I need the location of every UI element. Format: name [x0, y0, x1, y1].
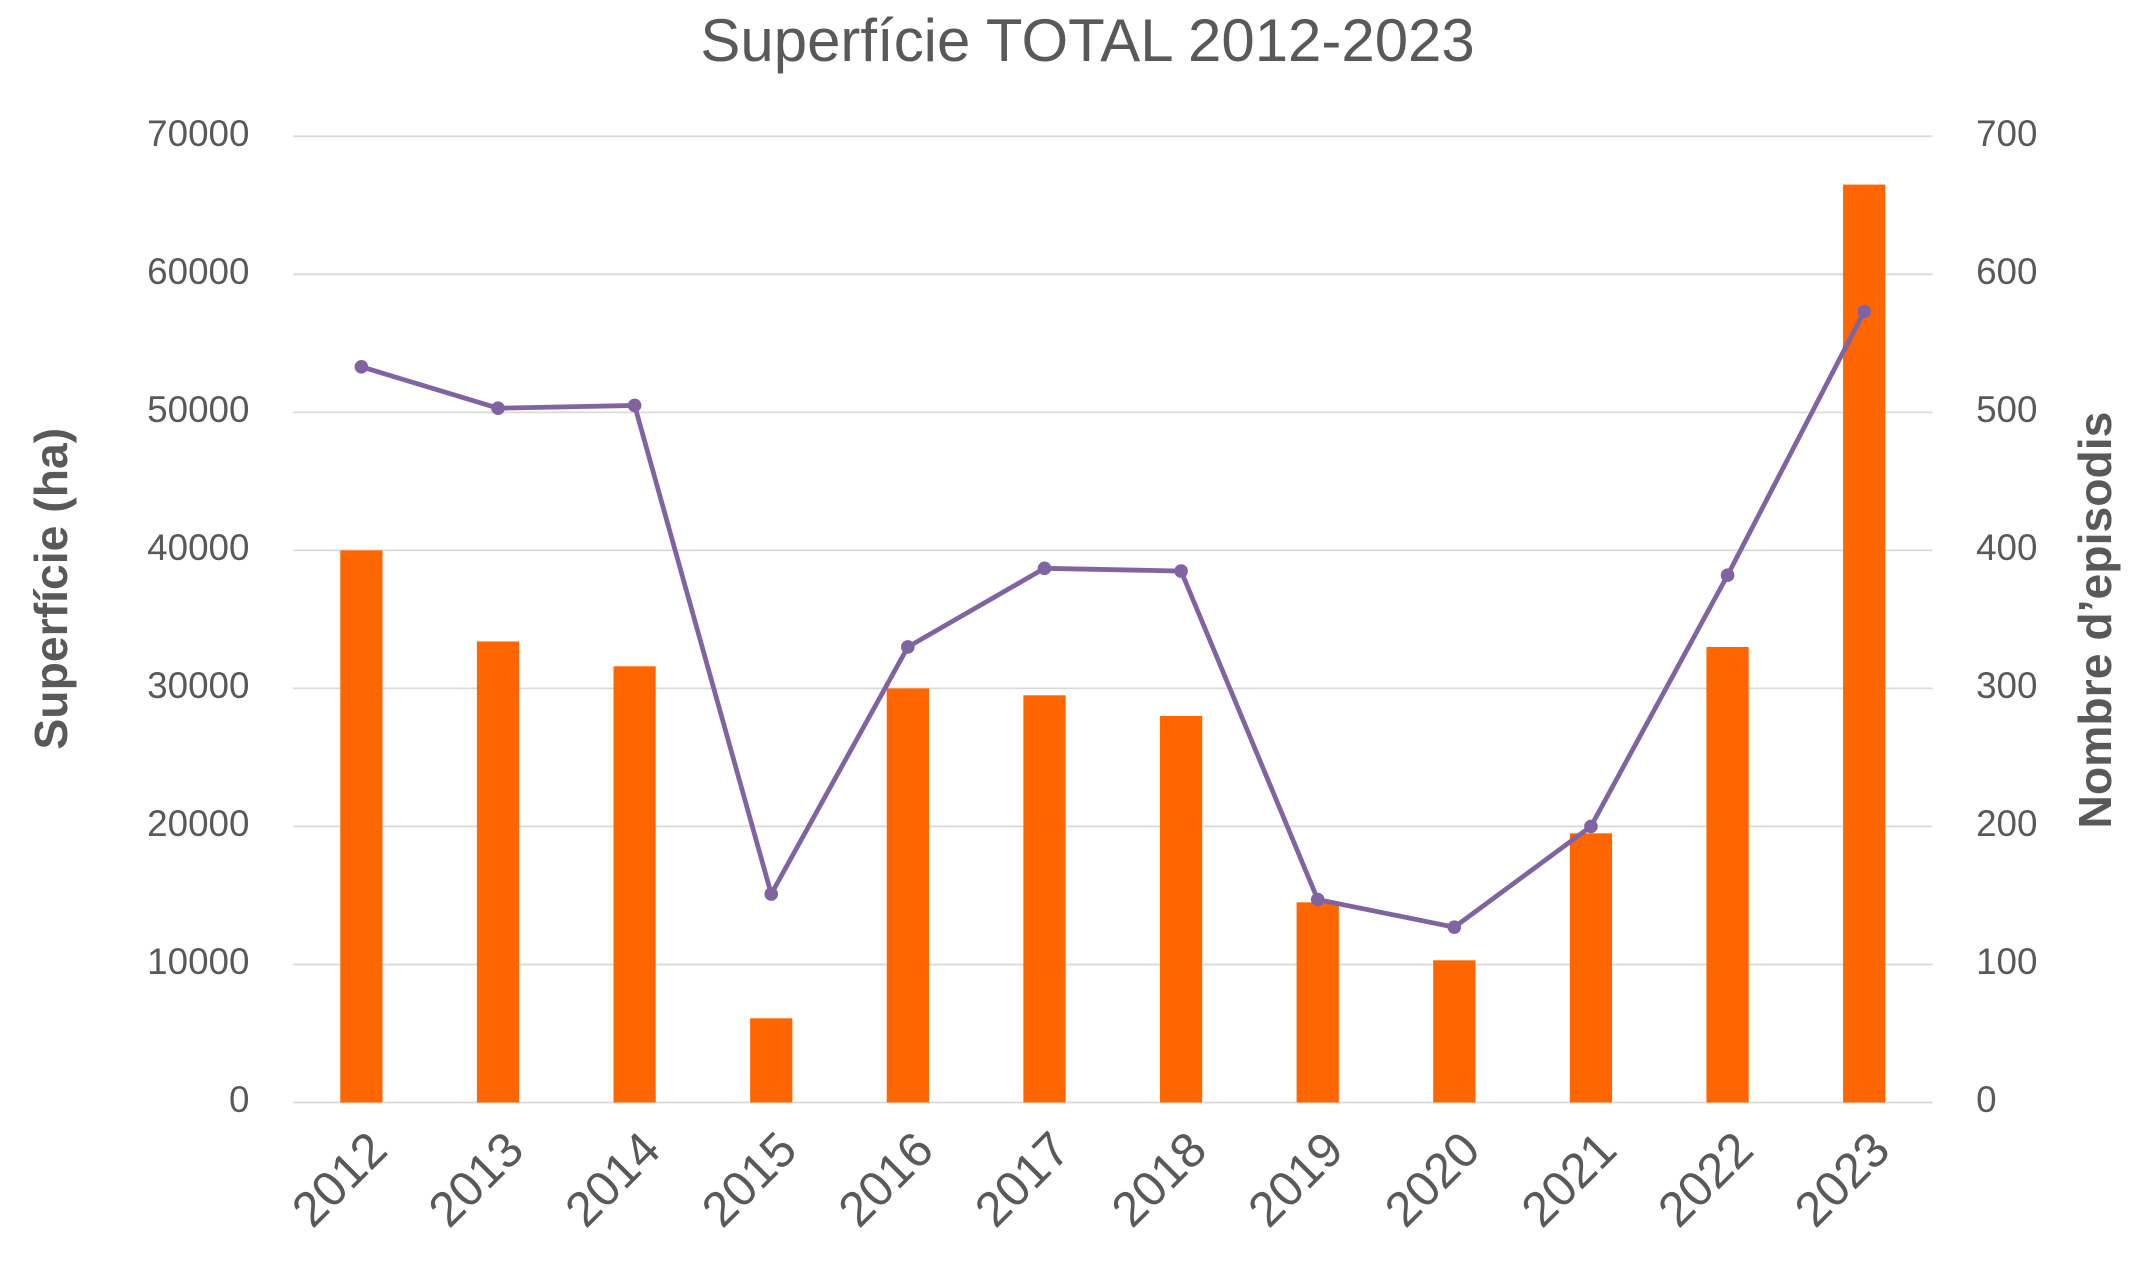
x-tick-label: 2015 — [692, 1122, 807, 1237]
line-point — [354, 359, 369, 374]
y-tick-label: 30000 — [147, 665, 249, 706]
chart-title: Superfície TOTAL 2012-2023 — [700, 7, 1474, 74]
x-tick-label: 2012 — [282, 1122, 397, 1237]
x-tick-label: 2014 — [555, 1122, 670, 1237]
line-point — [1174, 564, 1188, 578]
y2-tick-label: 0 — [1976, 1079, 1996, 1120]
line-point — [901, 640, 915, 654]
bar — [886, 688, 929, 1103]
x-tick-label: 2020 — [1375, 1122, 1490, 1237]
y-axis-title: Superfície (ha) — [25, 428, 77, 750]
line-point — [764, 887, 779, 901]
bar — [1706, 646, 1749, 1103]
bar — [1433, 960, 1476, 1103]
y-tick-label: 10000 — [147, 941, 249, 982]
line-point — [1857, 304, 1871, 319]
x-tick-label: 2022 — [1648, 1122, 1763, 1237]
bar — [1023, 695, 1066, 1103]
y-tick-label: 0 — [229, 1079, 249, 1120]
y-tick-label: 40000 — [147, 527, 249, 568]
bar — [476, 641, 520, 1103]
y2-tick-label: 700 — [1976, 113, 2037, 154]
bar — [340, 550, 383, 1103]
y2-tick-label: 500 — [1976, 389, 2037, 430]
y2-axis-title: Nombre d’episodis — [2069, 412, 2121, 829]
line-point — [1310, 892, 1325, 907]
y-tick-label: 60000 — [147, 251, 249, 292]
y2-tick-label: 300 — [1976, 665, 2037, 706]
bar — [1159, 715, 1203, 1103]
line-point — [1584, 819, 1598, 834]
bar — [1569, 833, 1613, 1103]
y-tick-label: 50000 — [147, 389, 249, 430]
x-tick-label: 2021 — [1512, 1122, 1627, 1237]
x-tick-label: 2016 — [829, 1122, 944, 1237]
line-point — [491, 401, 505, 416]
x-tick-label: 2019 — [1238, 1122, 1353, 1237]
line-point — [1447, 920, 1462, 934]
y2-tick-label: 400 — [1976, 527, 2037, 568]
y2-tick-label: 100 — [1976, 941, 2037, 982]
x-tick-label: 2017 — [965, 1122, 1080, 1237]
x-tick-label: 2013 — [419, 1122, 534, 1237]
bar — [613, 666, 656, 1103]
x-tick-label: 2023 — [1785, 1122, 1900, 1237]
y2-tick-label: 600 — [1976, 251, 2037, 292]
y-tick-label: 20000 — [147, 803, 249, 844]
bar — [750, 1018, 793, 1103]
line-point — [1720, 568, 1735, 583]
bar — [1296, 902, 1339, 1103]
line — [360, 310, 1867, 930]
y-tick-label: 70000 — [147, 113, 249, 154]
line-point — [1037, 561, 1052, 576]
y2-tick-label: 200 — [1976, 803, 2037, 844]
bar — [1843, 184, 1886, 1103]
line-point — [627, 398, 642, 413]
x-tick-label: 2018 — [1102, 1122, 1217, 1237]
